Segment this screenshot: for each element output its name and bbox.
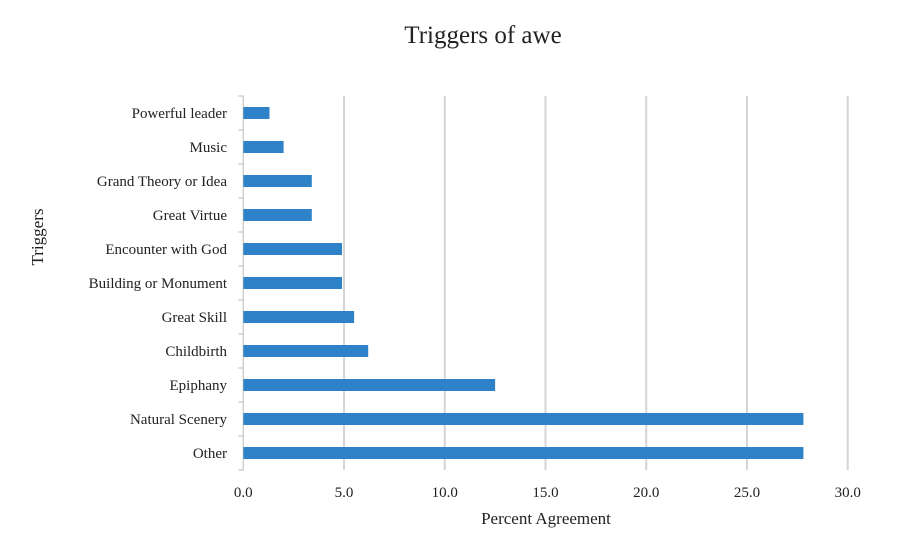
bar (243, 141, 284, 153)
x-tick-label: 10.0 (432, 485, 458, 501)
bar (243, 379, 496, 391)
bar (243, 311, 355, 323)
category-labels: Powerful leader Music Grand Theory or Idea… (89, 106, 228, 462)
chart-title: Triggers of awe (404, 22, 561, 49)
category-label: Building or Monument (89, 276, 228, 292)
x-tick-label: 30.0 (835, 485, 861, 501)
x-tick-labels: 0.0 5.0 10.0 15.0 20.0 25.0 30.0 (234, 485, 861, 501)
bar (243, 243, 343, 255)
bar (243, 175, 312, 187)
bar (243, 447, 804, 459)
gridlines (238, 95, 849, 471)
category-label: Powerful leader (132, 106, 227, 122)
category-label: Epiphany (170, 378, 228, 394)
bar (243, 209, 312, 221)
category-label: Natural Scenery (130, 412, 228, 428)
category-label: Great Virtue (153, 208, 228, 224)
category-label: Great Skill (162, 310, 227, 326)
bar (243, 107, 270, 119)
x-tick-label: 15.0 (532, 485, 558, 501)
x-tick-label: 5.0 (335, 485, 354, 501)
category-label: Music (190, 140, 228, 156)
bar (243, 413, 804, 425)
bar (243, 277, 343, 289)
category-label: Encounter with God (105, 242, 227, 258)
bars (243, 107, 804, 459)
category-label: Childbirth (165, 344, 227, 360)
y-axis-label: Triggers (28, 209, 47, 266)
x-tick-label: 25.0 (734, 485, 760, 501)
category-label: Grand Theory or Idea (97, 174, 227, 190)
x-tick-label: 0.0 (234, 485, 253, 501)
x-axis-label: Percent Agreement (481, 509, 611, 528)
x-tick-label: 20.0 (633, 485, 659, 501)
category-label: Other (193, 446, 227, 462)
bar (243, 345, 369, 357)
